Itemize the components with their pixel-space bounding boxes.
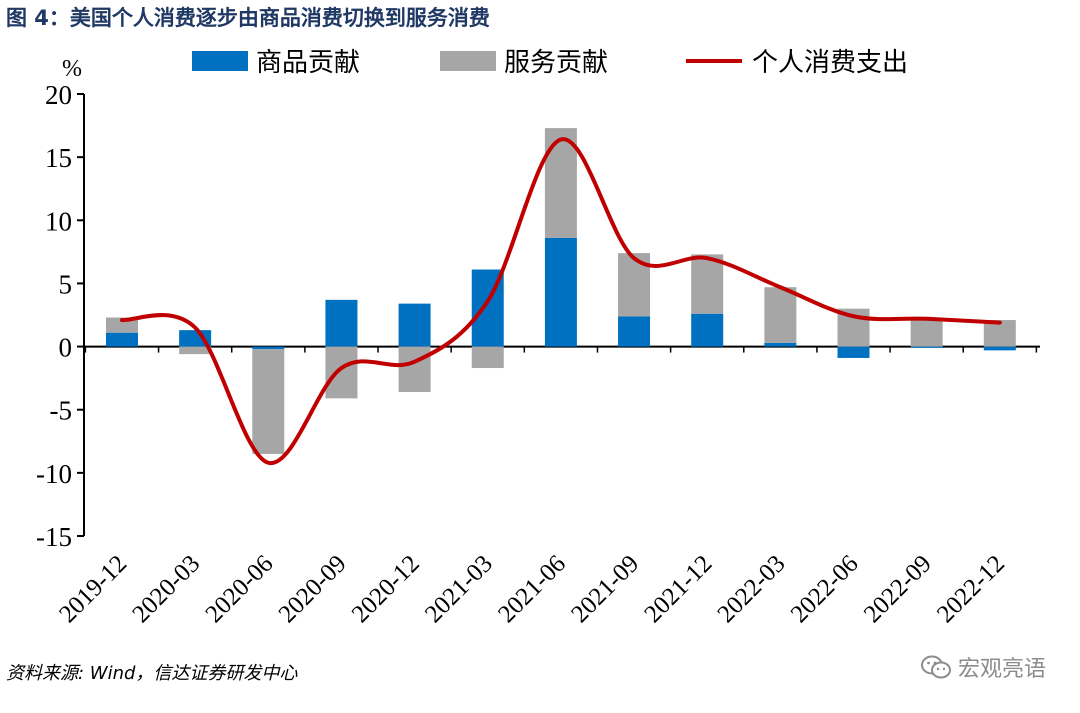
x-tick-label: 2021-03 [420, 550, 498, 628]
consumption-line [120, 137, 1002, 465]
goods-bar [325, 299, 358, 347]
services-bar [325, 346, 358, 399]
goods-bar [106, 332, 138, 347]
x-tick-label: 2020-03 [127, 550, 205, 628]
figure-title: 图 4：美国个人消费逐步由商品消费切换到服务消费 [6, 6, 490, 30]
x-tick-label: 2021-06 [493, 550, 571, 628]
x-tick-label: 2022-09 [859, 550, 937, 628]
goods-bar [618, 316, 651, 347]
goods-bar [398, 303, 431, 347]
goods-bar [179, 330, 212, 347]
x-tick-label: 2022-06 [786, 550, 864, 628]
goods-bar [837, 346, 870, 358]
x-tick-label: 2020-12 [347, 550, 425, 628]
x-tick-label: 2019-12 [54, 550, 132, 628]
source-note: 资料来源: Wind，信达证券研发中心 [6, 663, 298, 684]
services-bar [764, 287, 797, 343]
services-bar [398, 346, 431, 393]
goods-bar [983, 346, 1016, 351]
y-tick-label: 10 [45, 206, 72, 236]
y-tick-label: -5 [50, 396, 73, 426]
y-tick-label: 0 [59, 333, 73, 363]
wechat-icon [920, 655, 951, 679]
services-bar [252, 349, 285, 454]
x-tick-label: 2020-06 [201, 550, 279, 628]
axes-layer [77, 93, 1040, 537]
y-tick-label: 15 [45, 143, 72, 173]
y-tick-label: -10 [36, 459, 72, 489]
services-bar [691, 254, 724, 314]
goods-bar [252, 346, 285, 350]
legend-label-line: 个人消费支出 [752, 48, 908, 78]
watermark-text: 宏观亮语 [957, 657, 1046, 682]
legend-swatch-goods [192, 51, 248, 71]
line-layer [120, 137, 1002, 465]
services-bar [910, 318, 943, 347]
legend-label-services: 服务贡献 [504, 48, 608, 78]
x-tick-label: 2022-03 [713, 550, 791, 628]
goods-bar [764, 342, 797, 347]
y-tick-label: 20 [45, 80, 72, 110]
services-bar [471, 346, 504, 369]
x-tick-label: 2021-12 [639, 550, 717, 628]
legend-swatch-services [440, 51, 496, 71]
y-tick-label: 5 [59, 269, 73, 299]
goods-bar [691, 313, 724, 347]
y-axis-label: % [62, 56, 82, 82]
x-tick-label: 2021-09 [566, 550, 644, 628]
bars-layer [106, 128, 1016, 454]
x-tick-label: 2020-09 [274, 550, 352, 628]
y-tick-label: -15 [36, 522, 72, 552]
goods-bar [910, 346, 943, 348]
services-bar [179, 346, 212, 355]
x-tick-label: 2022-12 [932, 550, 1010, 628]
legend: 商品贡献 服务贡献 个人消费支出 [192, 48, 908, 78]
legend-label-goods: 商品贡献 [256, 48, 360, 78]
goods-bar [544, 237, 577, 347]
watermark: 宏观亮语 [920, 651, 1046, 683]
